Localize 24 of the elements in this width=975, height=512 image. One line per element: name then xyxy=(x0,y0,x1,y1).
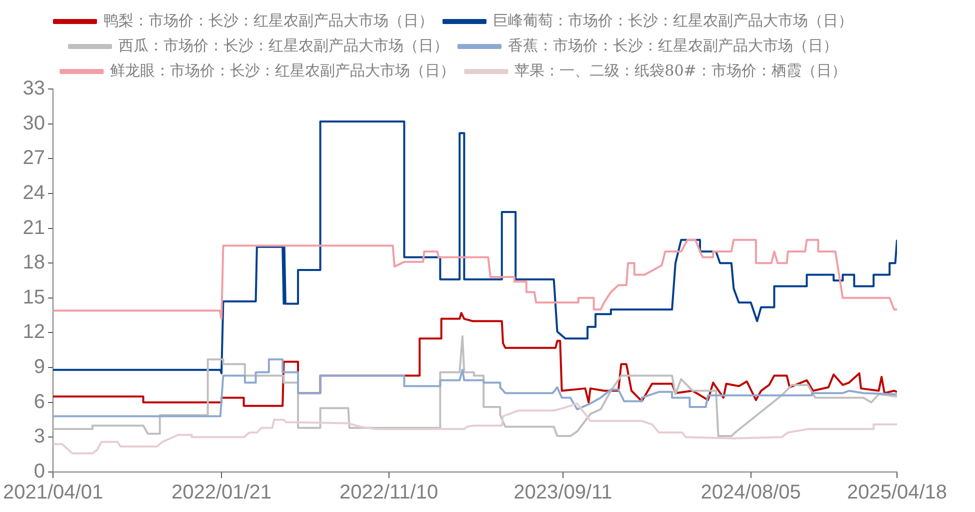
y-tick-label: 9 xyxy=(34,356,46,378)
y-tick-label: 27 xyxy=(22,147,46,170)
y-tick-label: 0 xyxy=(34,460,46,483)
y-tick-label: 21 xyxy=(22,216,46,239)
legend-label: 鲜龙眼：市场价：长沙：红星农副产品大市场（日） xyxy=(110,61,456,80)
y-tick-label: 12 xyxy=(22,321,46,344)
x-tick-label: 2023/09/11 xyxy=(514,482,612,504)
y-tick-label: 6 xyxy=(34,390,46,413)
y-tick-label: 15 xyxy=(22,286,46,308)
y-tick-label: 30 xyxy=(22,112,46,134)
legend-label: 香蕉：市场价：长沙：红星农副产品大市场（日） xyxy=(508,36,838,54)
legend-label: 苹果：一、二级：纸袋80#：市场价：栖霞（日） xyxy=(514,61,846,80)
legend-label: 西瓜：市场价：长沙：红星农副产品大市场（日） xyxy=(118,36,448,54)
x-tick-label: 2024/08/05 xyxy=(700,482,801,504)
y-tick-label: 24 xyxy=(22,182,46,204)
y-tick-label: 33 xyxy=(22,78,46,100)
x-tick-label: 2022/01/21 xyxy=(171,482,272,504)
y-tick-label: 3 xyxy=(34,426,46,448)
x-tick-label: 2025/04/18 xyxy=(846,482,948,504)
legend-label: 巨峰葡萄：市场价：长沙：红星农副产品大市场（日） xyxy=(493,11,853,30)
y-tick-label: 18 xyxy=(22,252,46,274)
legend-label: 鸭梨：市场价：长沙：红星农副产品大市场（日） xyxy=(104,11,434,30)
x-tick-label: 2021/04/01 xyxy=(2,482,104,504)
x-tick-label: 2022/11/10 xyxy=(339,482,438,504)
